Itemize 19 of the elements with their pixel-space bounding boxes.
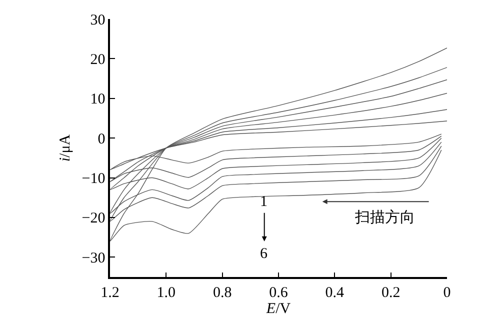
y-axis-title: i/μA <box>58 134 74 162</box>
y-tick-label: −30 <box>82 250 106 266</box>
x-tick-label: 1.0 <box>156 284 176 301</box>
x-tick-label: 1.2 <box>100 284 120 301</box>
annotation: 1 <box>260 194 268 210</box>
x-tick-label: 0.4 <box>325 284 345 301</box>
x-tick-label: 0.6 <box>269 284 288 301</box>
x-tick-label: 0.2 <box>381 284 400 301</box>
annotation: 6 <box>260 246 268 262</box>
y-tick-label: 30 <box>90 12 106 28</box>
x-tick-label: 0 <box>443 284 451 301</box>
y-tick-label: 0 <box>98 131 106 148</box>
y-tick-label: 20 <box>90 52 106 68</box>
y-tick-label: 10 <box>90 92 106 108</box>
x-tick-label: 0.8 <box>212 284 232 301</box>
y-tick-label: −10 <box>82 171 106 188</box>
x-axis-title: E/V <box>265 300 291 317</box>
annotation: 扫描方向 <box>354 209 415 226</box>
y-tick-label: −20 <box>82 210 106 227</box>
